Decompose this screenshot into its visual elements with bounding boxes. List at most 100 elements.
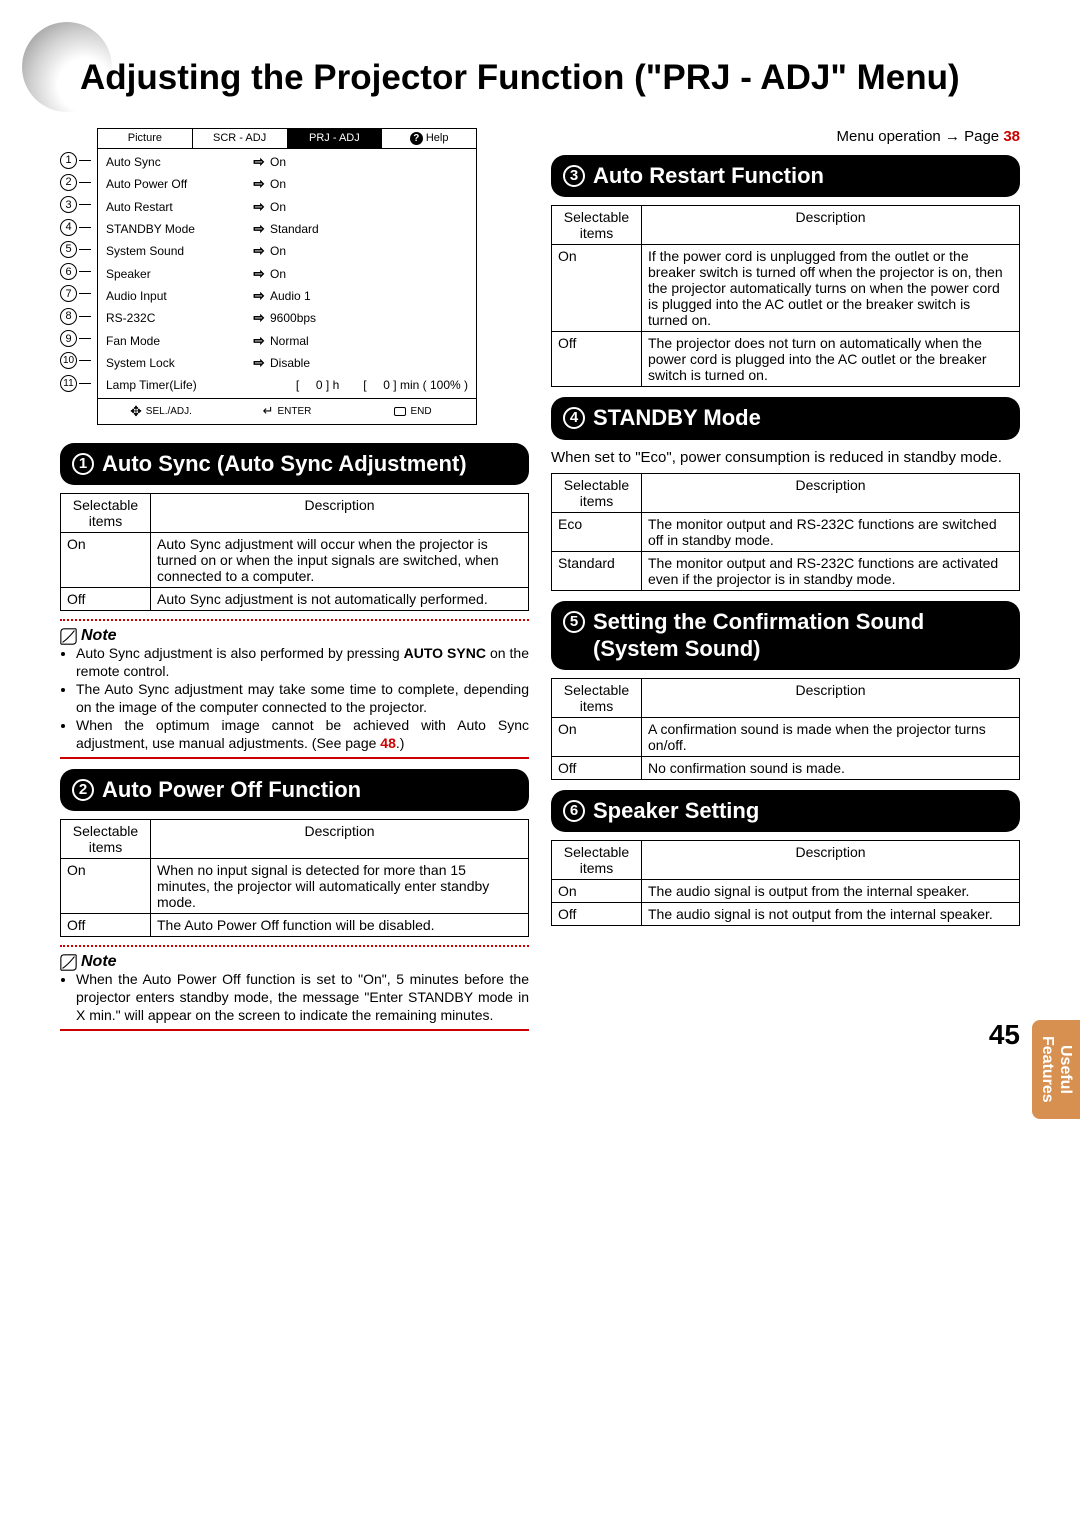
callout-1: 1 (60, 152, 77, 169)
osd-arrow-icon: ⇨ (248, 333, 270, 349)
osd-arrow-icon: ⇨ (248, 243, 270, 259)
callout-7: 7 (60, 285, 77, 302)
osd-row-label: Speaker (106, 267, 248, 281)
table-cell: The Auto Power Off function will be disa… (151, 914, 529, 937)
section-4-heading: 4 STANDBY Mode (551, 397, 1020, 439)
table-cell: On (552, 718, 642, 757)
th-items: Selectable items (552, 679, 642, 718)
table-cell: On (552, 245, 642, 332)
th-desc: Description (642, 841, 1020, 880)
table-cell: Off (552, 332, 642, 387)
table-cell: Off (552, 903, 642, 926)
table-cell: The monitor output and RS-232C functions… (642, 513, 1020, 552)
note-icon (60, 954, 77, 971)
note-divider (60, 757, 529, 759)
table-cell: The monitor output and RS-232C functions… (642, 552, 1020, 591)
osd-row-val: Disable (270, 356, 310, 370)
section-title: Auto Power Off Function (102, 777, 361, 803)
section-1-heading: 1 Auto Sync (Auto Sync Adjustment) (60, 443, 529, 485)
osd-row-val: Audio 1 (270, 289, 311, 303)
table-cell: Auto Sync adjustment is not automaticall… (151, 588, 529, 611)
table-cell: Auto Sync adjustment will occur when the… (151, 533, 529, 588)
section-num-icon: 3 (563, 165, 585, 187)
osd-row-label: Auto Sync (106, 155, 248, 169)
table-cell: If the power cord is unplugged from the … (642, 245, 1020, 332)
osd-row-val: On (270, 200, 286, 214)
section-num-icon: 4 (563, 407, 585, 429)
table-standby-mode: Selectable itemsDescription EcoThe monit… (551, 473, 1020, 591)
th-desc: Description (642, 474, 1020, 513)
osd-arrow-icon: ⇨ (248, 355, 270, 371)
th-items: Selectable items (552, 841, 642, 880)
osd-row-label: Fan Mode (106, 334, 248, 348)
th-desc: Description (642, 206, 1020, 245)
th-desc: Description (151, 494, 529, 533)
callout-6: 6 (60, 263, 77, 280)
callout-11: 11 (60, 375, 77, 392)
osd-tab-scradj: SCR - ADJ (193, 129, 288, 149)
table-auto-power-off: Selectable itemsDescription OnWhen no in… (60, 819, 529, 937)
table-cell: On (61, 533, 151, 588)
note-list-2: When the Auto Power Off function is set … (60, 971, 529, 1025)
callout-9: 9 (60, 330, 77, 347)
table-cell: On (61, 859, 151, 914)
th-items: Selectable items (61, 494, 151, 533)
table-cell: When no input signal is detected for mor… (151, 859, 529, 914)
osd-row-val: On (270, 155, 286, 169)
th-desc: Description (151, 820, 529, 859)
callout-4: 4 (60, 219, 77, 236)
osd-row-val: Standard (270, 222, 319, 236)
note-list-1: Auto Sync adjustment is also performed b… (60, 645, 529, 752)
table-cell: Off (61, 914, 151, 937)
th-items: Selectable items (552, 474, 642, 513)
table-auto-sync: Selectable itemsDescription OnAuto Sync … (60, 493, 529, 611)
note-divider (60, 1029, 529, 1031)
page-title: Adjusting the Projector Function ("PRJ -… (60, 58, 1020, 98)
osd-arrow-icon: ⇨ (248, 154, 270, 170)
osd-arrow-icon: ⇨ (248, 176, 270, 192)
section-4-intro: When set to "Eco", power consumption is … (551, 448, 1020, 468)
table-cell: Eco (552, 513, 642, 552)
table-cell: On (552, 880, 642, 903)
page-number: 45 (989, 1019, 1020, 1051)
section-3-heading: 3 Auto Restart Function (551, 155, 1020, 197)
osd-row-val: On (270, 177, 286, 191)
table-speaker: Selectable itemsDescription OnThe audio … (551, 840, 1020, 926)
table-cell: The audio signal is output from the inte… (642, 880, 1020, 903)
th-desc: Description (642, 679, 1020, 718)
table-cell: The projector does not turn on automatic… (642, 332, 1020, 387)
section-6-heading: 6 Speaker Setting (551, 790, 1020, 832)
section-num-icon: 2 (72, 779, 94, 801)
osd-arrow-icon: ⇨ (248, 199, 270, 215)
table-cell: Off (552, 757, 642, 780)
osd-footer-enter: ↵ENTER (224, 399, 350, 424)
osd-arrow-icon: ⇨ (248, 288, 270, 304)
note-heading: Note (60, 619, 529, 645)
osd-tab-picture: Picture (98, 129, 193, 149)
osd-footer-sel: ✥SEL./ADJ. (98, 399, 224, 424)
osd-menu-figure: 1 2 3 4 5 6 7 8 9 10 11 Picture SCR - AD… (60, 128, 529, 425)
th-items: Selectable items (552, 206, 642, 245)
section-title: Auto Restart Function (593, 163, 824, 189)
osd-footer-end: END (350, 399, 476, 424)
table-auto-restart: Selectable itemsDescription OnIf the pow… (551, 205, 1020, 387)
th-items: Selectable items (61, 820, 151, 859)
osd-row-label: Auto Restart (106, 200, 248, 214)
section-num-icon: 5 (563, 611, 585, 633)
osd-row-val: On (270, 267, 286, 281)
section-5-heading: 5 Setting the Confirmation Sound (System… (551, 601, 1020, 670)
callout-2: 2 (60, 174, 77, 191)
section-num-icon: 1 (72, 453, 94, 475)
section-2-heading: 2 Auto Power Off Function (60, 769, 529, 811)
table-cell: Off (61, 588, 151, 611)
osd-row-val: On (270, 244, 286, 258)
section-title: STANDBY Mode (593, 405, 761, 431)
osd-row-label: STANDBY Mode (106, 222, 248, 236)
osd-row-label: System Lock (106, 356, 248, 370)
menu-operation-ref: Menu operation → Page 38 (551, 128, 1020, 145)
callout-3: 3 (60, 196, 77, 213)
callout-10: 10 (60, 352, 77, 369)
osd-arrow-icon: ⇨ (248, 310, 270, 326)
note-heading: Note (60, 945, 529, 971)
table-cell: No confirmation sound is made. (642, 757, 1020, 780)
